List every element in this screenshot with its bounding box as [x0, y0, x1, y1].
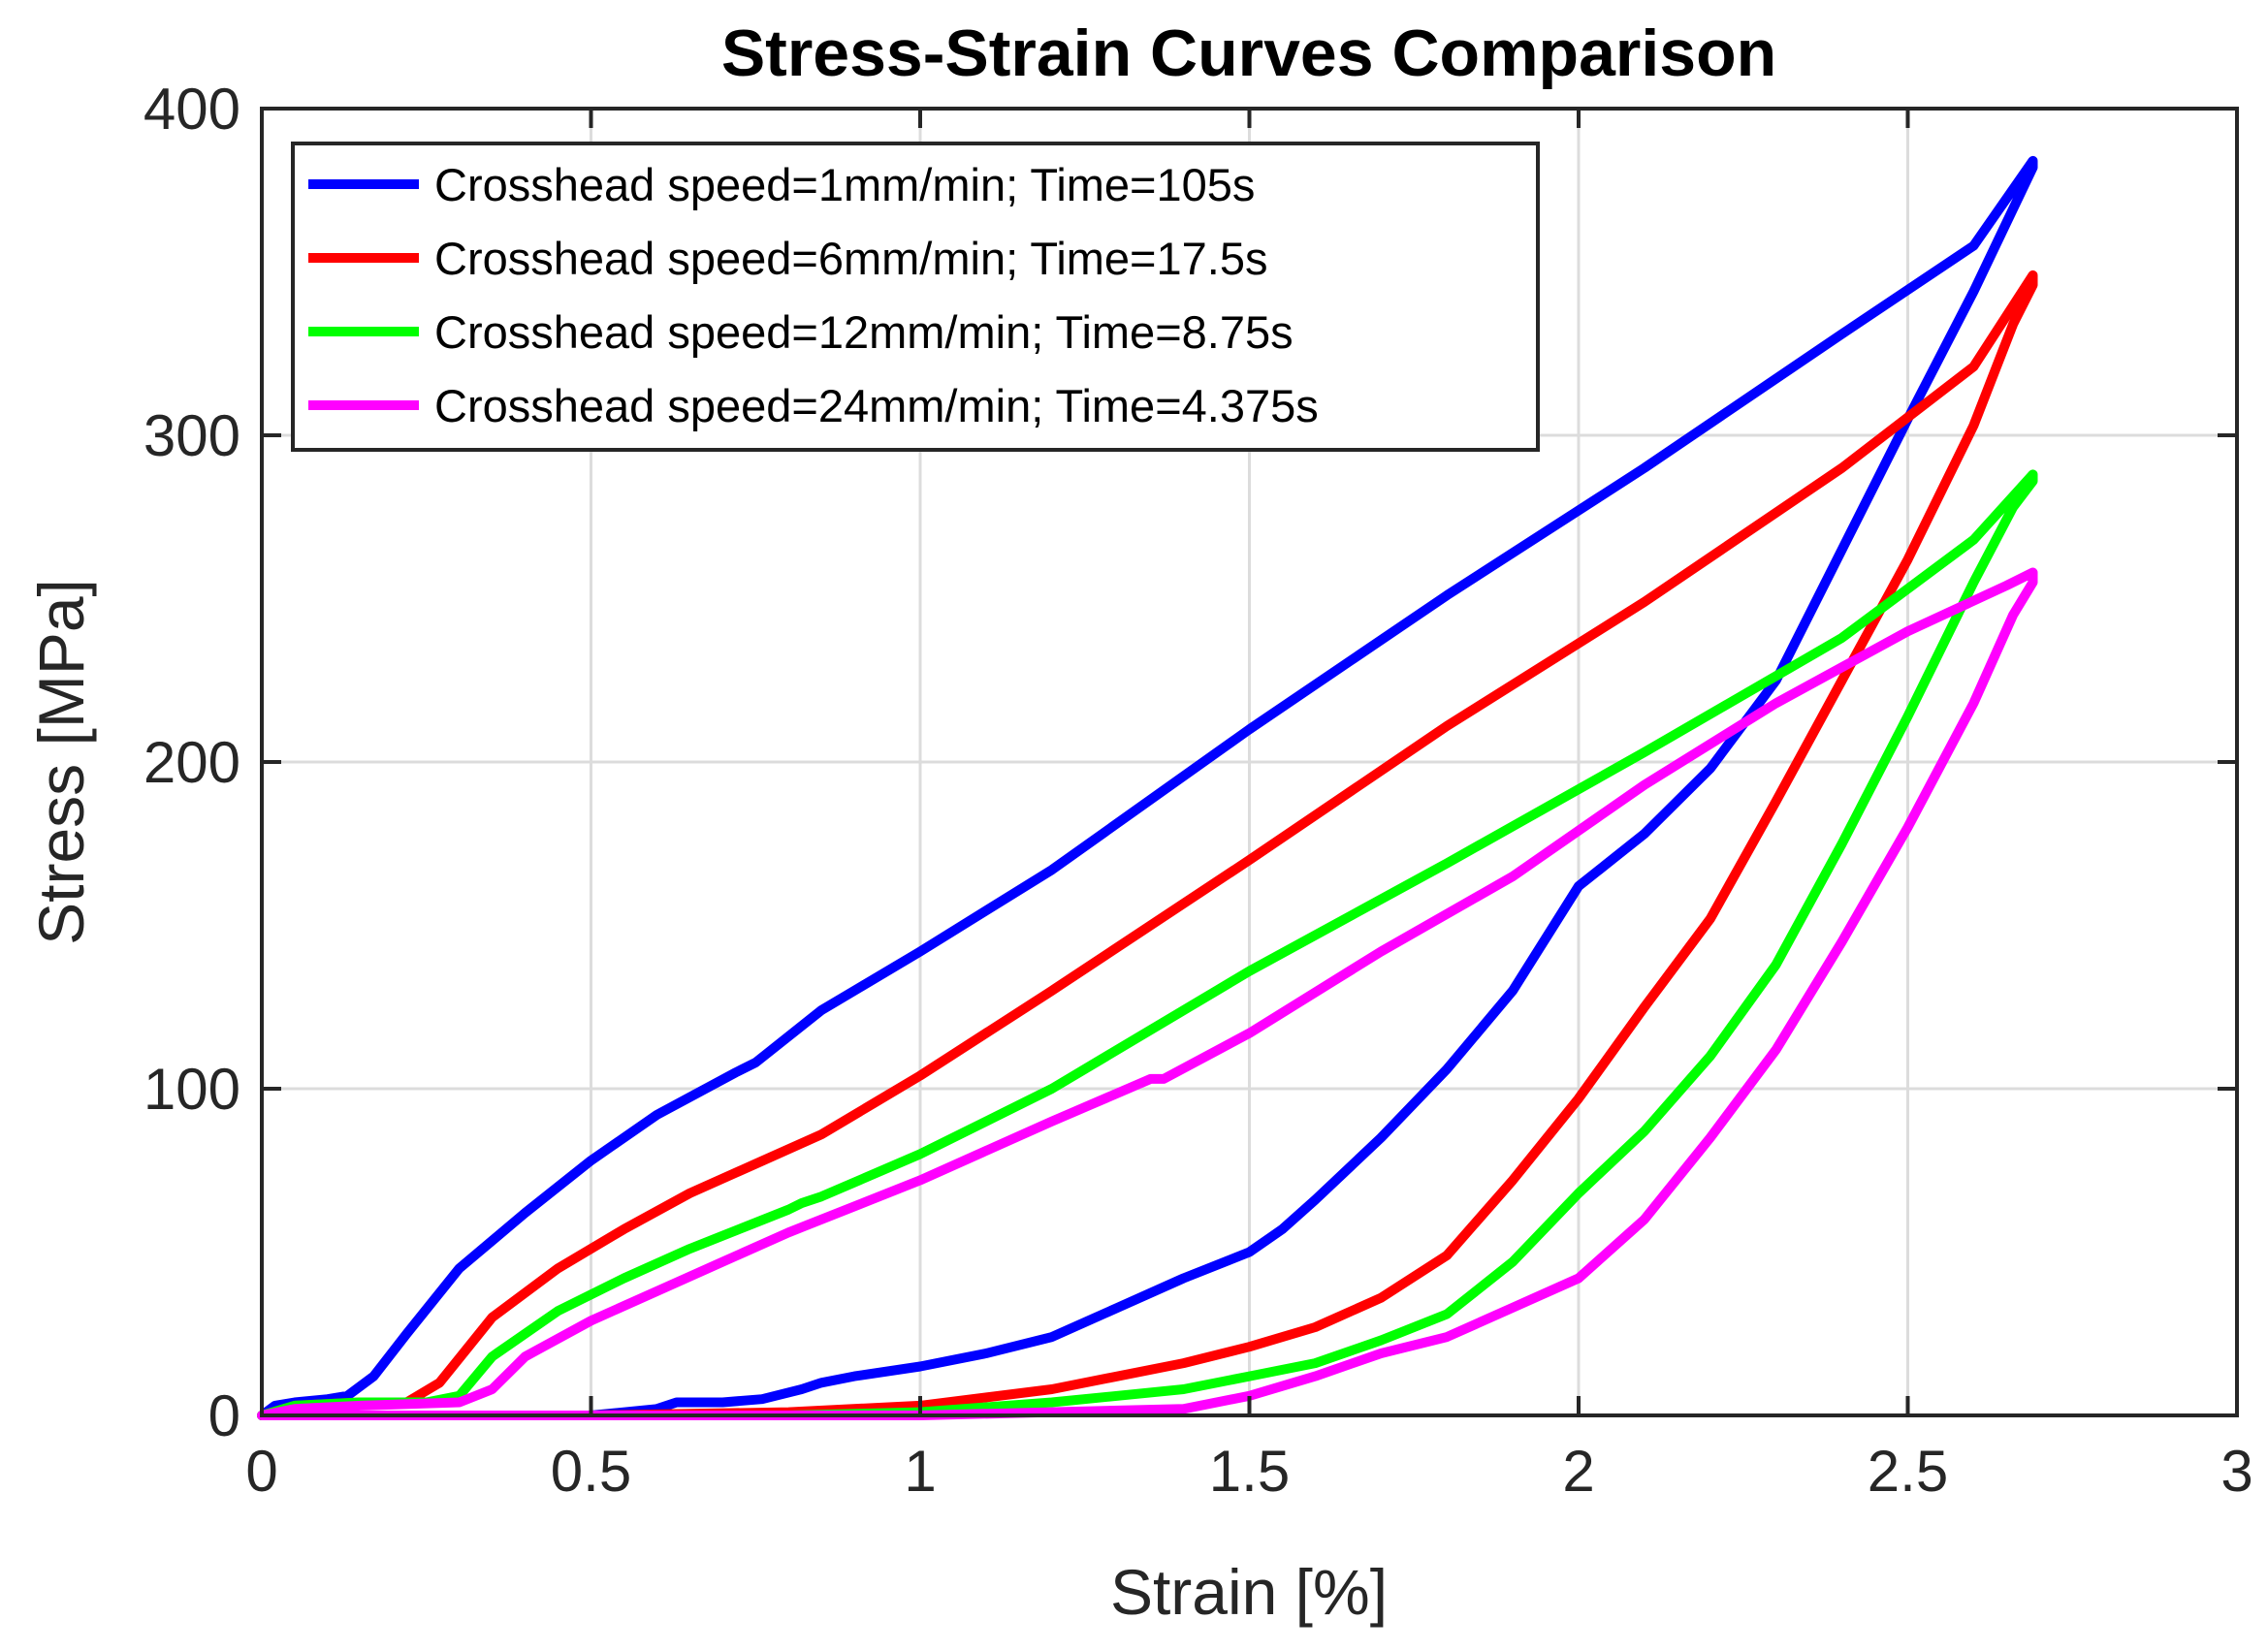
y-tick-label-3: 300: [144, 403, 240, 468]
legend-label-2: Crosshead speed=6mm/min; Time=17.5s: [434, 233, 1267, 284]
legend-label-4: Crosshead speed=24mm/min; Time=4.375s: [434, 380, 1319, 431]
x-tick-label-6: 3: [2220, 1439, 2252, 1504]
legend-entry-4: Crosshead speed=24mm/min; Time=4.375s: [308, 380, 1319, 431]
series-layer: [257, 155, 2038, 1420]
x-tick-label-1: 0.5: [551, 1439, 631, 1504]
x-axis-label: Strain [%]: [1110, 1556, 1388, 1628]
x-tick-label-0: 0: [245, 1439, 277, 1504]
tick-marks: [260, 107, 2239, 1417]
chart-title: Stress-Strain Curves Comparison: [721, 16, 1776, 90]
x-tick-label-5: 2.5: [1868, 1439, 1948, 1504]
x-tick-label-4: 2: [1562, 1439, 1594, 1504]
x-tick-labels: 0 0.5 1 1.5 2 2.5 3: [245, 1439, 2252, 1504]
x-tick-label-3: 1.5: [1209, 1439, 1290, 1504]
y-tick-label-4: 400: [144, 77, 240, 142]
y-tick-label-2: 200: [144, 730, 240, 795]
legend-label-1: Crosshead speed=1mm/min; Time=105s: [434, 159, 1255, 210]
series-line-4: [257, 567, 2038, 1420]
series-line-1: [257, 155, 2038, 1420]
y-tick-labels: 0 100 200 300 400: [144, 77, 240, 1448]
y-tick-label-1: 100: [144, 1057, 240, 1122]
series-line-3: [257, 469, 2038, 1420]
y-axis-label: Stress [MPa]: [25, 579, 97, 945]
series-line-2: [257, 270, 2038, 1420]
legend-entry-2: Crosshead speed=6mm/min; Time=17.5s: [308, 233, 1267, 284]
legend-entry-1: Crosshead speed=1mm/min; Time=105s: [308, 159, 1255, 210]
legend-label-3: Crosshead speed=12mm/min; Time=8.75s: [434, 306, 1294, 358]
legend: Crosshead speed=1mm/min; Time=105s Cross…: [291, 142, 1540, 452]
y-tick-label-0: 0: [208, 1383, 240, 1448]
legend-box: [291, 142, 1540, 452]
x-tick-label-2: 1: [904, 1439, 936, 1504]
legend-entry-3: Crosshead speed=12mm/min; Time=8.75s: [308, 306, 1294, 358]
